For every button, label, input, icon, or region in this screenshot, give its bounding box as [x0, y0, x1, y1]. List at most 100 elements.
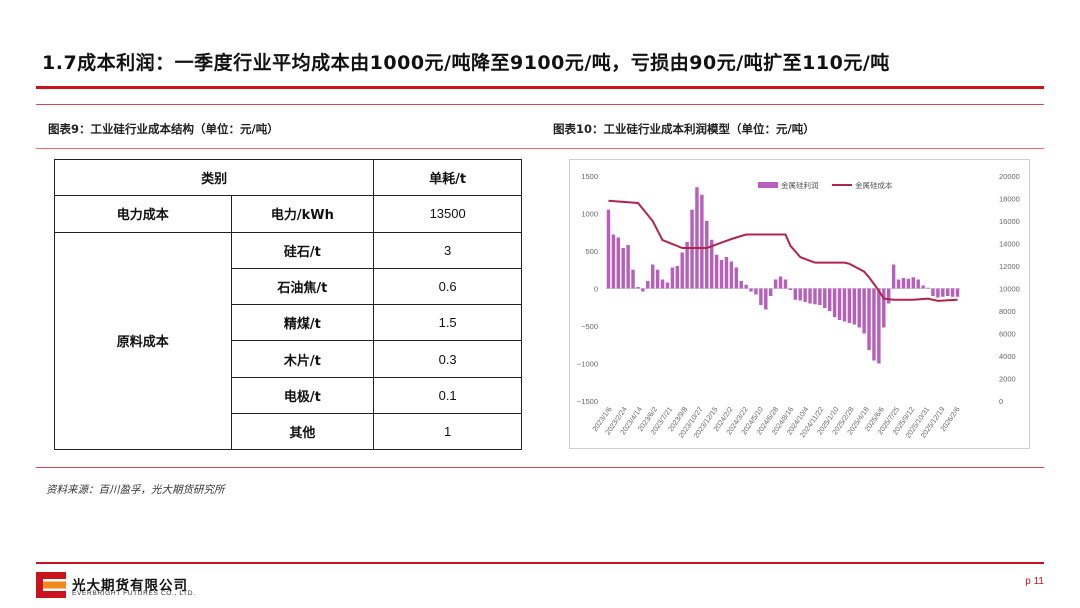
item-silica: 硅石/t [230, 231, 375, 269]
profit-bar [660, 279, 665, 289]
profit-bar [665, 282, 670, 289]
profit-bar [941, 288, 945, 297]
profit-bar [950, 288, 955, 297]
left-axis-tick-label: 0 [594, 285, 598, 294]
item-electrode: 电极/t [230, 376, 375, 415]
profit-bar [798, 288, 802, 301]
title-underline [36, 86, 1044, 89]
table-row: 精煤/t 1.5 [55, 304, 522, 342]
profit-bar [670, 267, 675, 289]
right-axis-tick-label: 0 [999, 397, 1003, 406]
right-axis-tick-label: 2000 [999, 375, 1016, 384]
profit-bar [911, 277, 916, 289]
table-row: 其他 1 [55, 413, 522, 451]
profit-bar [773, 279, 778, 289]
everbright-logo-icon [36, 572, 66, 598]
value-silica: 3 [373, 231, 522, 269]
header-category: 类别 [53, 158, 375, 197]
left-axis-tick-label: 1000 [581, 210, 598, 219]
profit-bar [606, 209, 611, 289]
profit-bar [616, 237, 621, 289]
profit-bar [857, 288, 861, 328]
profit-bar [852, 288, 857, 325]
profit-bar [872, 288, 876, 361]
value-electricity: 13500 [373, 195, 522, 233]
profit-bar [896, 279, 901, 289]
profit-bar [626, 245, 630, 289]
profit-bar [709, 239, 714, 289]
profit-bar [759, 288, 763, 305]
table-row: 原料成本 硅石/t 3 [54, 231, 522, 451]
profit-bar [945, 288, 950, 296]
profit-bar [675, 266, 680, 289]
profit-bar [936, 288, 940, 298]
right-axis-tick-label: 10000 [999, 285, 1020, 294]
profit-bar [641, 288, 645, 292]
profit-bar [621, 248, 625, 289]
profit-bar [832, 288, 837, 317]
profit-bar [636, 287, 640, 289]
source-note: 资料来源：百川盈孚，光大期货研究所 [46, 484, 225, 496]
cost-structure-table: 类别 单耗/t 电力成本 电力/kWh 13500 原料成本 硅石/t 3 石油… [53, 158, 522, 451]
right-axis-tick-label: 16000 [999, 217, 1020, 226]
profit-bar [882, 288, 886, 328]
value-electrode: 0.1 [373, 376, 522, 415]
company-name-cn: 光大期货有限公司 [72, 578, 188, 594]
profit-bar [680, 252, 684, 289]
profit-bar [906, 278, 911, 289]
item-electricity: 电力/kWh [230, 195, 375, 233]
profit-bar [650, 264, 655, 289]
profit-bar [837, 288, 842, 320]
legend-cost-label: 金属硅成本 [855, 180, 893, 190]
profit-bar [739, 281, 743, 289]
profit-bar [611, 234, 616, 289]
left-axis-tick-label: 1500 [581, 172, 598, 181]
table-header-row: 类别 单耗/t [53, 158, 522, 197]
profit-bar [793, 288, 798, 300]
profit-bar [646, 281, 650, 289]
profit-bar [764, 288, 768, 310]
group-raw-material: 原料成本 [54, 231, 232, 451]
table-row: 木片/t 0.3 [55, 340, 522, 378]
table-row: 石油焦/t 0.6 [55, 267, 522, 306]
cost-profit-chart-svg: 150010005000−500−1000−150020000180001600… [577, 172, 1020, 440]
cost-profit-chart: 1500 1000 500 0 −500 −1000 −1500 20000 18000 1600… [569, 159, 1030, 449]
item-wood-chips: 木片/t [230, 340, 375, 378]
right-axis-tick-label: 20000 [999, 172, 1020, 181]
profit-bar [729, 261, 734, 289]
legend-profit-label: 金属硅利润 [781, 180, 819, 190]
profit-bar [808, 288, 812, 304]
profit-bar [867, 288, 871, 350]
company-name-en: EVERBRIGHT FUTURES CO., LTD. [72, 590, 196, 597]
profit-bar [803, 288, 807, 302]
profit-bar [931, 288, 935, 296]
profit-bar [827, 288, 832, 311]
value-petroleum-coke: 0.6 [373, 267, 522, 306]
profit-bar [813, 288, 817, 305]
profit-bar [749, 288, 753, 292]
profit-bar [788, 288, 793, 290]
table-row: 电极/t 0.1 [55, 376, 522, 415]
profit-bar [783, 279, 788, 289]
table-caption: 图表9：工业硅行业成本结构（单位：元/吨） [48, 122, 279, 136]
profit-bar [823, 288, 827, 308]
left-axis-tick-label: −1000 [577, 360, 598, 369]
legend-profit-swatch [758, 182, 778, 188]
header-consumption: 单耗/t [373, 158, 522, 197]
profit-bar [631, 269, 635, 289]
profit-bar [778, 276, 783, 289]
left-axis-tick-label: −1500 [577, 397, 598, 406]
right-axis-tick-label: 6000 [999, 330, 1016, 339]
item-petroleum-coke: 石油焦/t [230, 267, 375, 306]
profit-bar [685, 242, 689, 289]
value-clean-coal: 1.5 [373, 304, 522, 342]
profit-bar [886, 288, 891, 304]
profit-bar [700, 194, 704, 289]
value-other: 1 [373, 413, 522, 451]
right-axis-tick-label: 18000 [999, 195, 1020, 204]
profit-bar [754, 288, 758, 295]
profit-bar [690, 209, 694, 289]
profit-bar [818, 288, 822, 305]
profit-bar [862, 288, 866, 334]
profit-bar [719, 260, 724, 289]
